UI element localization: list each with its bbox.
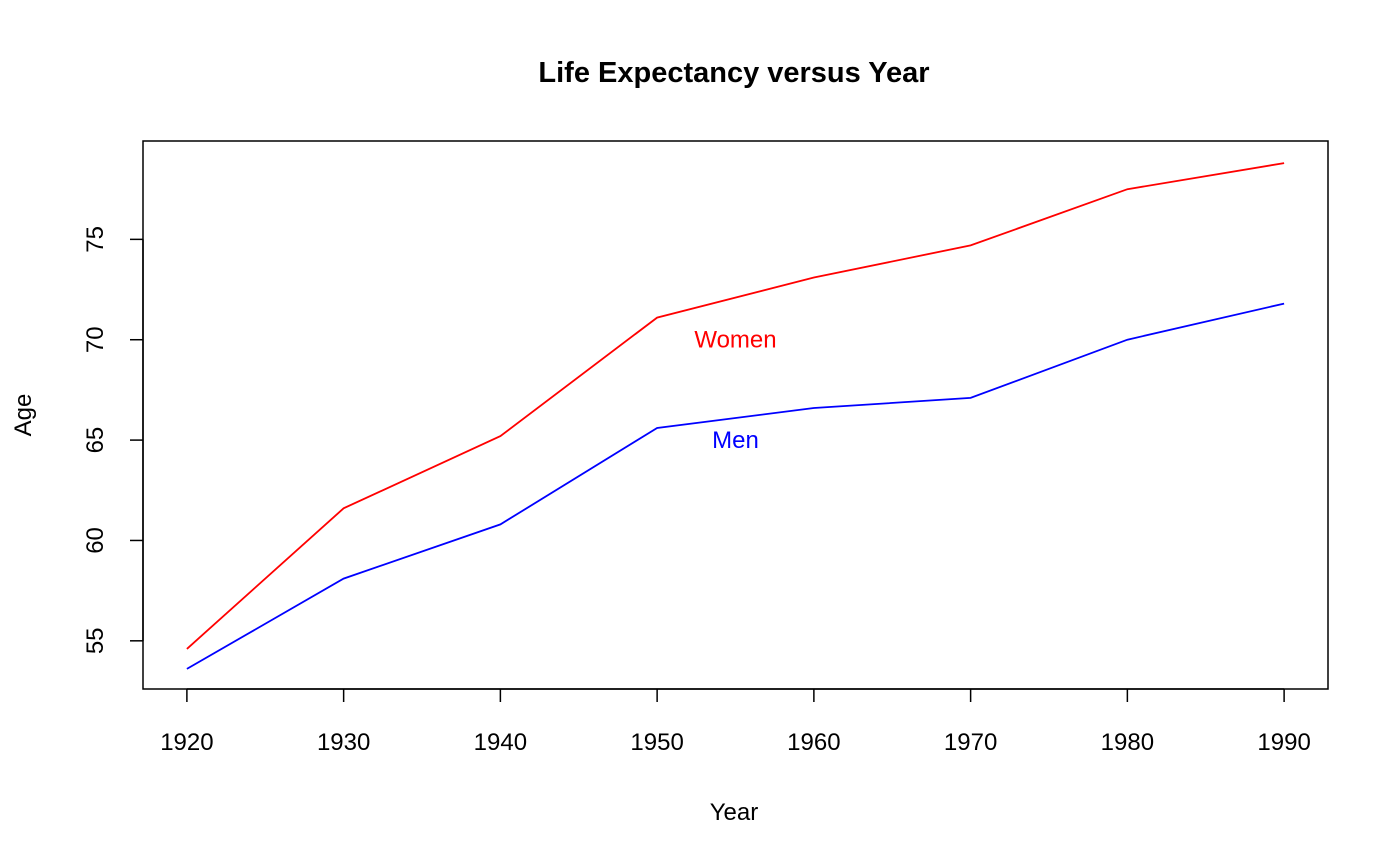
x-tick-label: 1940: [474, 729, 527, 756]
x-tick-label: 1960: [787, 729, 840, 756]
y-tick-label: 70: [82, 326, 109, 353]
x-tick-label: 1930: [317, 729, 370, 756]
y-tick-label: 60: [82, 527, 109, 554]
series-label-women: Women: [694, 327, 776, 354]
x-tick-label: 1920: [160, 729, 213, 756]
series-layer: Women Men: [186, 162, 1285, 670]
chart-title: Life Expectancy versus Year: [538, 57, 929, 89]
series-line-men: [186, 302, 1285, 670]
y-axis-label: Age: [10, 394, 37, 437]
x-tick-label: 1950: [630, 729, 683, 756]
y-tick-label: 55: [82, 627, 109, 654]
x-tick-label: 1980: [1101, 729, 1154, 756]
plot-frame: [142, 140, 1329, 690]
y-tick-label: 65: [82, 427, 109, 454]
y-axis: 55 60 65 70 75: [82, 226, 144, 654]
y-tick-label: 75: [82, 226, 109, 253]
x-axis-label: Year: [710, 799, 759, 826]
series-label-men: Men: [712, 427, 759, 454]
x-tick-label: 1970: [944, 729, 997, 756]
x-tick-label: 1990: [1257, 729, 1310, 756]
series-line-women: [186, 162, 1285, 650]
x-axis: 1920 1930 1940 1950 1960 1970 1980 1990: [160, 688, 1311, 756]
